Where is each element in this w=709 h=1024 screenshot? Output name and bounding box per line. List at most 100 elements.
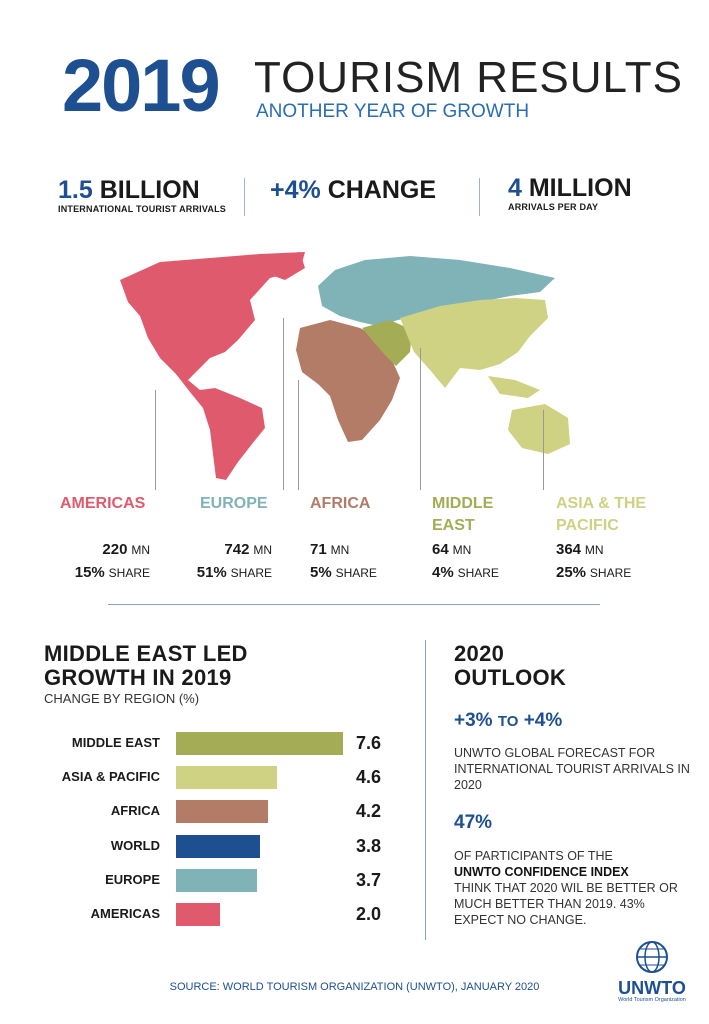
bar <box>176 903 220 926</box>
bar-value-label: 4.6 <box>356 767 382 788</box>
region-share-label: SHARE <box>335 566 377 580</box>
year-heading: 2019 <box>62 44 221 127</box>
globe-icon <box>636 941 668 973</box>
bar-value-label: 3.7 <box>356 869 382 890</box>
map-middle-east <box>362 320 412 366</box>
source-note: SOURCE: WORLD TOURISM ORGANIZATION (UNWT… <box>169 981 540 993</box>
leader-americas <box>155 390 156 490</box>
stat-arrivals-label: BILLION <box>99 176 200 204</box>
region-share-label: SHARE <box>589 566 632 580</box>
outlook-pct: 47% <box>454 812 493 833</box>
bar-label: MIDDLE EAST <box>71 735 160 750</box>
map-australia <box>508 404 570 454</box>
world-map <box>120 252 570 490</box>
bar-label: EUROPE <box>105 871 160 887</box>
bar-label: AFRICA <box>110 803 160 819</box>
bar-value-label: 2.0 <box>356 904 382 924</box>
outlook-range-end: +4% <box>523 710 563 731</box>
bar-value-label: 3.8 <box>356 835 382 856</box>
region-middle-east: MIDDLE EAST <box>432 493 532 537</box>
unwto-logo: UNWTO World Tourism Organization <box>612 940 692 1003</box>
stat-divider <box>479 178 480 216</box>
region-africa-stats: 71 MN 5% SHARE <box>310 538 400 584</box>
region-name: EUROPE <box>200 495 268 512</box>
growth-bar-chart: MIDDLE EAST 7.6 ASIA & PACIFIC 4.6 AFRICA 4.2… <box>0 732 420 942</box>
page-title: TOURISM RESULTS <box>254 53 683 102</box>
map-greenland <box>262 252 305 280</box>
region-name: ASIA & THE <box>556 495 647 512</box>
outlook-forecast-text: UNWTO GLOBAL FORECAST FOR INTERNATIONAL … <box>454 746 690 792</box>
stat-change-label: CHANGE <box>327 176 437 204</box>
region-share-label: SHARE <box>457 566 499 580</box>
region-value: 742 <box>224 541 250 558</box>
region-asia-pacific: ASIA & THE PACIFIC <box>556 493 676 537</box>
column-divider <box>425 640 426 940</box>
region-share: 15% <box>74 564 105 581</box>
region-value: 64 <box>432 541 449 558</box>
bar-label: AMERICAS <box>90 906 160 921</box>
stat-change-value: +4% <box>270 176 321 204</box>
region-europe-stats: 742 MN 51% SHARE <box>180 538 272 584</box>
region-europe: EUROPE <box>200 493 300 515</box>
map-southeast-asia <box>488 376 540 398</box>
region-share: 51% <box>196 564 227 581</box>
outlook-conf-bold: UNWTO CONFIDENCE INDEX <box>454 865 629 879</box>
region-americas: AMERICAS <box>60 493 160 515</box>
outlook-range: +3% TO +4% <box>454 710 562 732</box>
bar <box>176 800 269 824</box>
region-value: 220 <box>102 541 128 558</box>
region-name: AMERICAS <box>60 495 146 512</box>
outlook-title: 2020 OUTLOOK <box>454 642 566 690</box>
region-name: AFRICA <box>310 495 371 512</box>
region-unit: MN <box>584 543 604 557</box>
region-name: MIDDLE <box>432 495 494 512</box>
bar <box>176 766 278 790</box>
bar <box>176 834 260 858</box>
region-middle-east-stats: 64 MN 4% SHARE <box>432 538 522 584</box>
region-share-label: SHARE <box>230 566 272 580</box>
section-divider <box>108 604 600 605</box>
stat-change: +4% CHANGE <box>270 176 436 204</box>
stat-per-day: 4 MILLION ARRIVALS PER DAY <box>508 174 632 212</box>
bar-value-label: 4.2 <box>356 801 382 822</box>
region-africa: AFRICA <box>310 493 410 515</box>
leader-africa <box>298 380 299 490</box>
page-subtitle: ANOTHER YEAR OF GROWTH <box>256 101 530 122</box>
growth-subtitle: CHANGE BY REGION (%) <box>44 691 200 706</box>
growth-title: MIDDLE EAST LED GROWTH IN 2019 <box>44 642 248 690</box>
map-europe <box>318 256 555 326</box>
map-asia-pacific <box>400 298 548 388</box>
outlook-title-line1: 2020 <box>454 641 505 666</box>
stat-per-day-label: MILLION <box>528 174 632 202</box>
region-asia-pacific-stats: 364 MN 25% SHARE <box>556 538 656 584</box>
bar-label: ASIA & PACIFIC <box>61 769 160 785</box>
region-share: 5% <box>310 564 332 581</box>
logo-text: UNWTO <box>618 978 686 998</box>
map-americas <box>120 252 305 480</box>
region-name-line2: EAST <box>432 517 475 534</box>
region-unit: MN <box>452 543 472 557</box>
leader-middle-east <box>420 348 421 490</box>
stat-arrivals-value: 1.5 <box>58 176 93 204</box>
outlook-title-line2: OUTLOOK <box>454 665 567 690</box>
outlook-conf-post: THINK THAT 2020 WIL BE BETTER OR MUCH BE… <box>454 881 678 927</box>
growth-title-line1: MIDDLE EAST LED <box>44 641 248 666</box>
region-unit: MN <box>330 543 350 557</box>
outlook-range-to: TO <box>497 713 519 730</box>
logo-subtext: World Tourism Organization <box>618 997 686 1003</box>
region-name-line2: PACIFIC <box>556 517 619 534</box>
bar-value-label: 7.6 <box>356 733 382 753</box>
stat-arrivals: 1.5 BILLION INTERNATIONAL TOURIST ARRIVA… <box>58 176 226 214</box>
stat-arrivals-sub: INTERNATIONAL TOURIST ARRIVALS <box>58 204 226 214</box>
region-americas-stats: 220 MN 15% SHARE <box>60 538 150 584</box>
region-unit: MN <box>253 543 272 557</box>
map-africa <box>296 320 400 442</box>
stat-per-day-value: 4 <box>508 174 522 202</box>
outlook-range-from: +3% <box>454 710 493 731</box>
stat-per-day-sub: ARRIVALS PER DAY <box>508 202 599 212</box>
region-unit: MN <box>131 543 150 557</box>
region-share: 4% <box>432 564 454 581</box>
region-share-label: SHARE <box>108 566 150 580</box>
stat-divider <box>244 178 245 216</box>
bar <box>176 868 258 892</box>
